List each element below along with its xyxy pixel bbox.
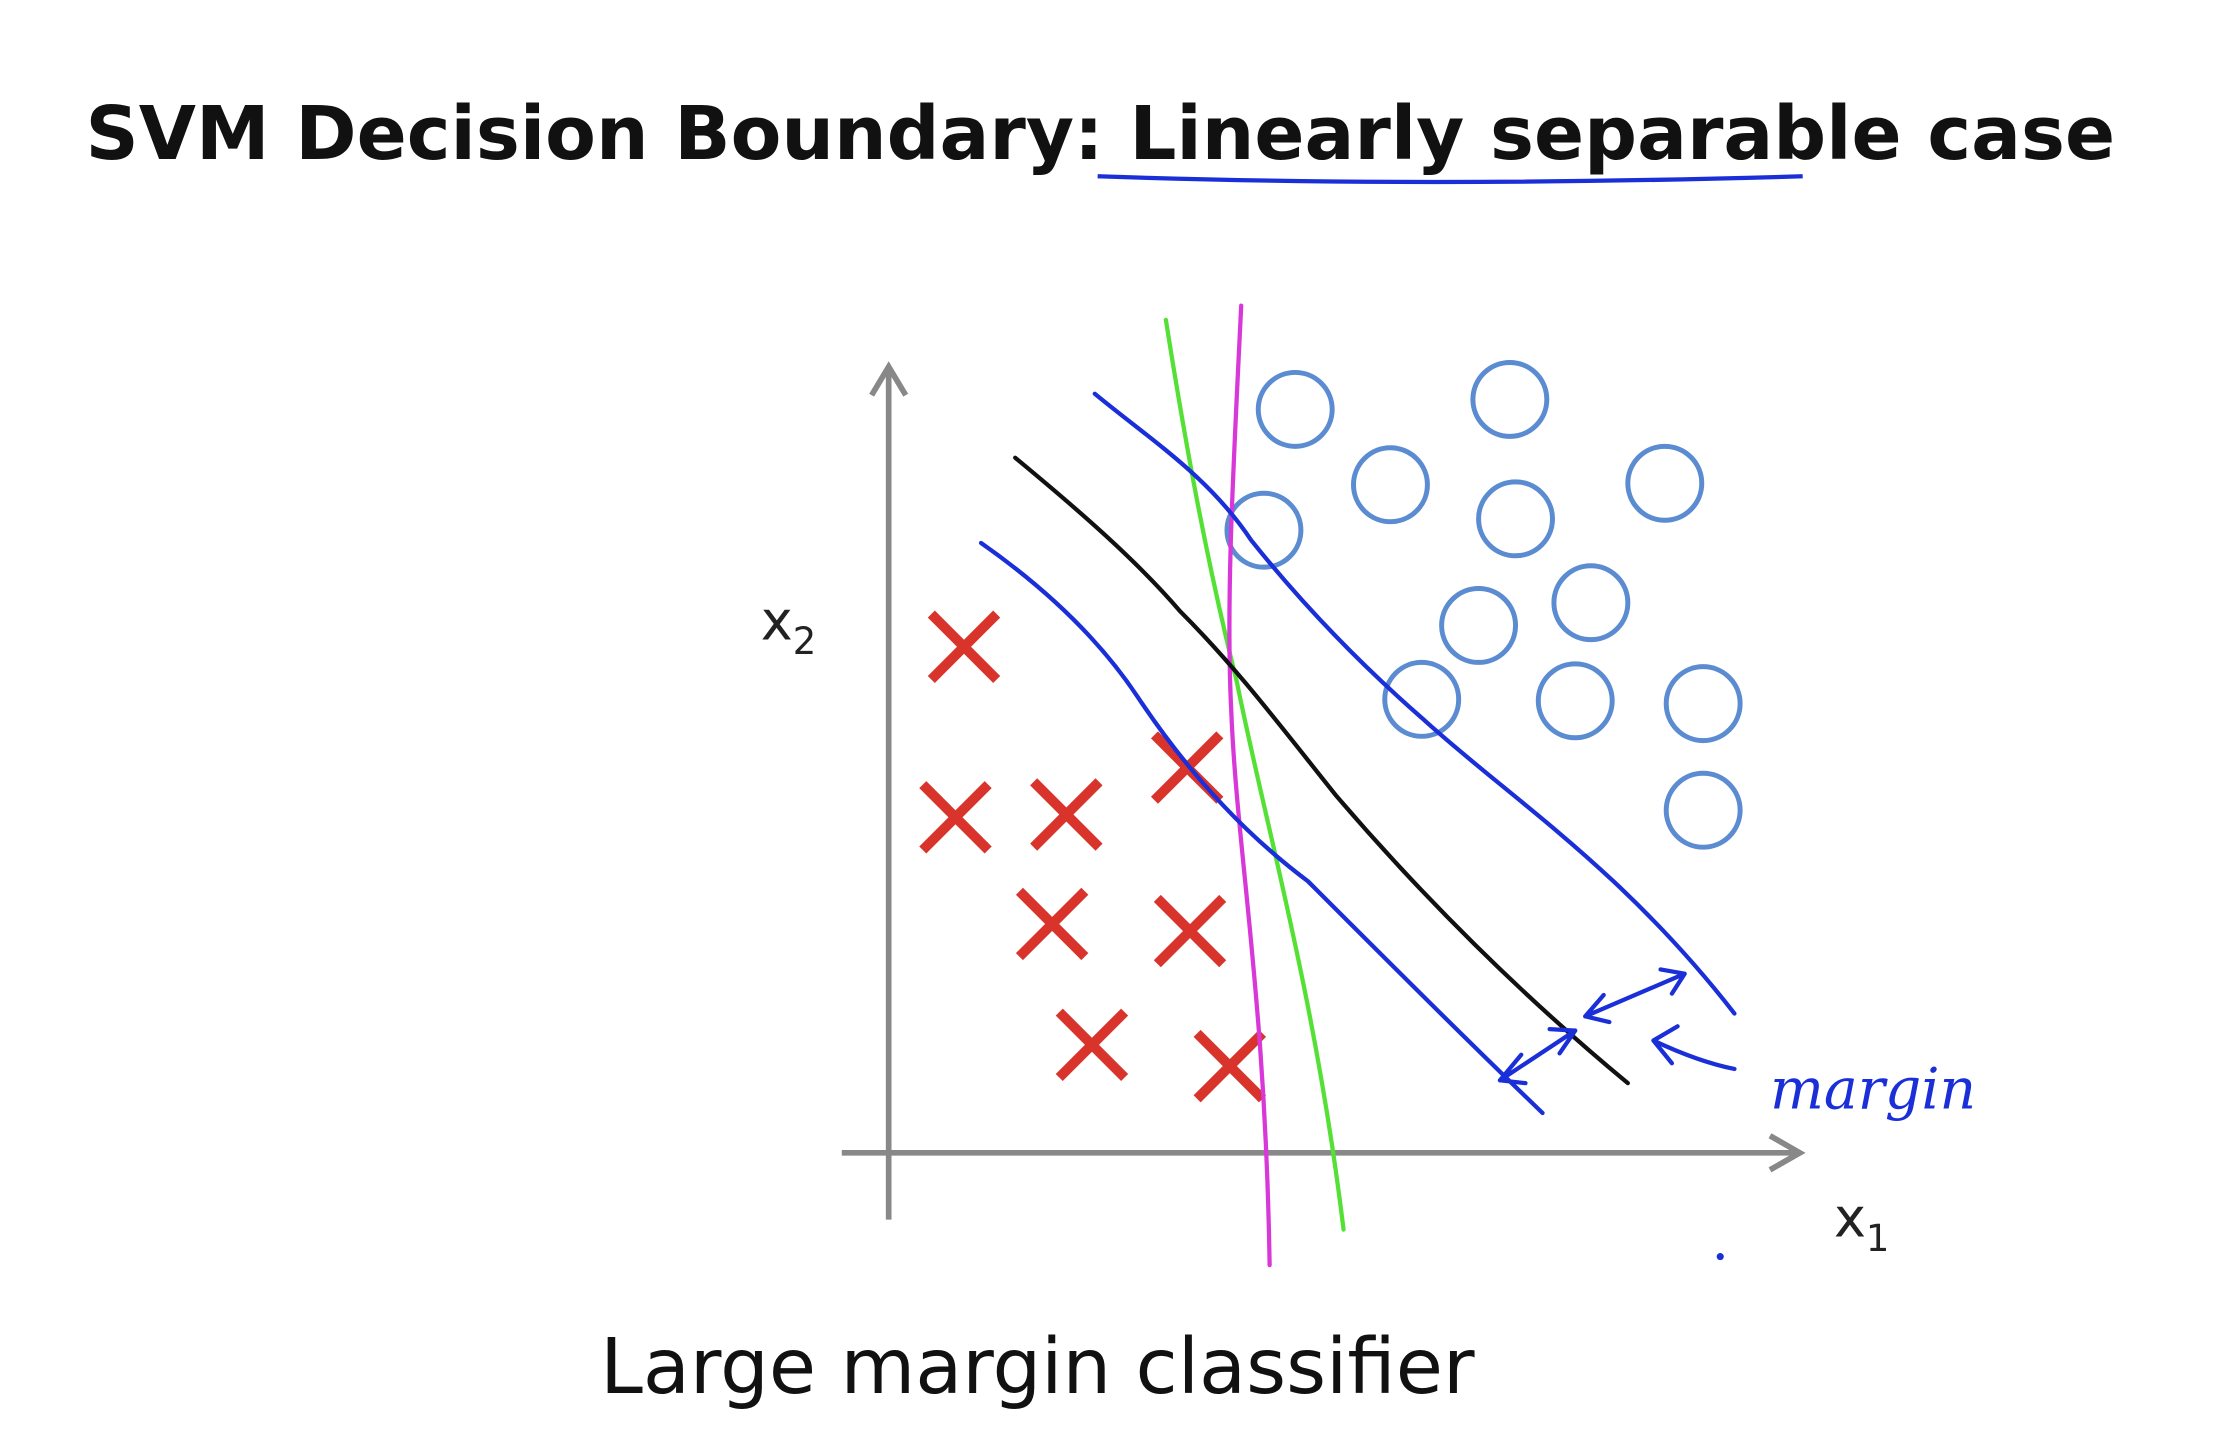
x-label-base: x xyxy=(1834,1187,1866,1250)
negative-examples xyxy=(919,610,1267,1103)
cross xyxy=(1153,894,1227,968)
margin-arrow xyxy=(1583,967,1687,1025)
x-label-sub: 1 xyxy=(1866,1217,1890,1260)
circle xyxy=(1625,443,1705,523)
y-label-base: x xyxy=(761,590,793,653)
cross xyxy=(1193,1029,1267,1103)
x-axis-label: x1 xyxy=(1834,1187,1889,1260)
circle xyxy=(1535,661,1615,741)
upper-margin xyxy=(1092,391,1737,1016)
lower-margin xyxy=(978,540,1545,1116)
cross xyxy=(1030,778,1103,851)
underline-stroke xyxy=(1097,174,1803,185)
cross xyxy=(919,781,992,854)
cross xyxy=(1055,1008,1129,1081)
title-lead: SVM Decision Boundary: xyxy=(86,91,1130,177)
circle xyxy=(1255,369,1335,449)
positive-examples xyxy=(1224,359,1743,850)
circle xyxy=(1470,359,1550,439)
margin-arrow xyxy=(1497,1027,1578,1086)
x-arrow xyxy=(1768,1133,1806,1173)
boundaries xyxy=(978,303,1737,1268)
pen-dot xyxy=(1716,1253,1724,1261)
svm-boundary xyxy=(1013,455,1630,1086)
circle xyxy=(1551,563,1631,643)
green-boundary xyxy=(1163,317,1346,1232)
axes xyxy=(841,361,1806,1220)
margin-annotation: margin xyxy=(1770,1057,1976,1123)
circle xyxy=(1351,445,1430,525)
circle xyxy=(1663,770,1743,850)
annotation-arrow xyxy=(1651,1024,1737,1072)
circle xyxy=(1439,586,1519,665)
circle xyxy=(1382,659,1462,739)
circle xyxy=(1224,490,1304,570)
cross xyxy=(927,610,1001,683)
title-tail: case xyxy=(1902,91,2116,177)
magenta-boundary xyxy=(1227,303,1272,1268)
slide-title: SVM Decision Boundary: Linearly separabl… xyxy=(86,91,2116,177)
cross xyxy=(1015,887,1089,961)
caption: Large margin classifier xyxy=(600,1323,1475,1412)
title-underlined: Linearly separable xyxy=(1129,91,1901,177)
y-label-sub: 2 xyxy=(793,620,817,663)
circle xyxy=(1663,664,1743,744)
y-arrow xyxy=(869,361,909,397)
y-axis-label: x2 xyxy=(761,590,816,663)
circle xyxy=(1476,479,1555,559)
